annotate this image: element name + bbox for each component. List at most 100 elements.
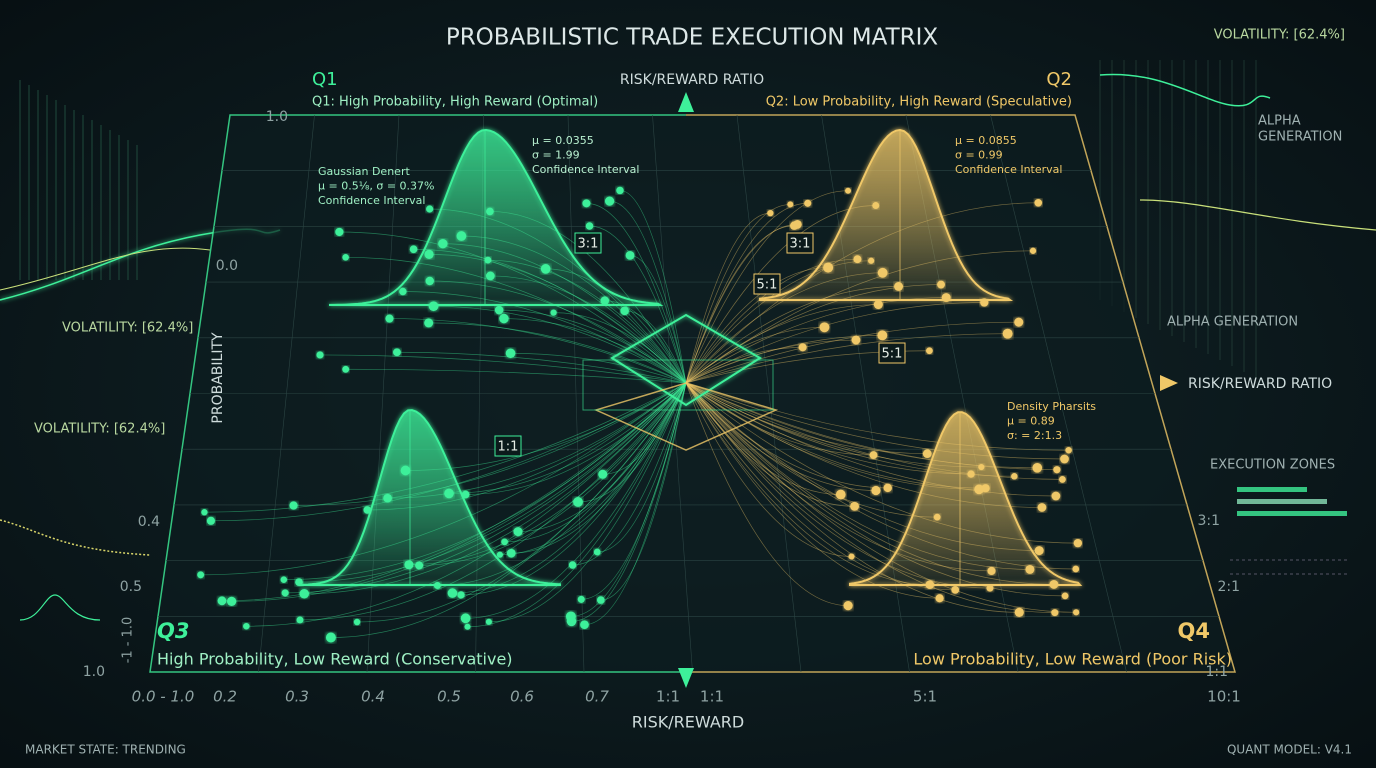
quadrant-id: Q4 [1178, 619, 1210, 643]
dot [456, 231, 467, 241]
plane-grid [990, 114, 1127, 673]
dot [217, 596, 227, 606]
dot [873, 299, 883, 310]
dot [424, 249, 434, 259]
dot [363, 506, 372, 514]
flow-line [553, 312, 687, 384]
ratio-box [786, 232, 814, 254]
y-tick-label: 3:1 [1197, 513, 1220, 529]
panel-curve [1099, 73, 1271, 107]
dot [1011, 473, 1018, 480]
dot [438, 239, 448, 249]
dot [1065, 446, 1072, 454]
dot [226, 596, 237, 607]
axis-arrow [1160, 375, 1178, 391]
dot [871, 485, 881, 496]
axis-label: RISK/REWARD RATIO [620, 72, 764, 88]
x-tick-label: 0.5 [437, 688, 461, 706]
dot [585, 222, 594, 230]
dot [922, 449, 932, 459]
dot [505, 348, 516, 359]
dot [281, 589, 289, 597]
flow-line [387, 382, 687, 499]
footer-text: QUANT MODEL: V4.1 [1227, 743, 1352, 757]
dot [425, 276, 434, 286]
dot [399, 287, 407, 296]
axis-arrow [678, 92, 694, 112]
dot [1073, 538, 1083, 548]
dot [1051, 491, 1061, 501]
flow-line [204, 382, 687, 513]
flow-line [437, 382, 687, 586]
dot [1073, 609, 1080, 616]
dot [767, 209, 774, 217]
flow-line [685, 382, 874, 456]
flow-line [685, 297, 947, 384]
dot [486, 207, 494, 216]
dot [433, 581, 441, 590]
ratio-label: 3:1 [578, 237, 599, 252]
quadrant-label: Q2: Low Probability, High Reward (Specul… [766, 95, 1072, 110]
dot [460, 613, 471, 624]
flow-line [504, 382, 687, 543]
flow-line [685, 202, 808, 384]
flow-line [685, 382, 1066, 597]
flow-line [402, 291, 687, 384]
dot [853, 255, 862, 264]
dot [804, 199, 812, 207]
dot [573, 497, 583, 507]
flow-line [487, 259, 687, 384]
dot [877, 330, 888, 341]
density-curve [759, 128, 1014, 301]
dot [625, 250, 635, 260]
flow-line [586, 202, 687, 384]
flow-line [602, 382, 687, 475]
dot [978, 463, 985, 471]
x-tick-label: 0.4 [361, 688, 385, 706]
dot [580, 620, 589, 630]
dot [987, 566, 996, 576]
flow-line [584, 382, 687, 626]
flow-line [685, 382, 1042, 508]
annotation: σ: = 2:1.3 [1007, 429, 1062, 442]
flow-line [572, 382, 687, 566]
volatility: VOLATILITY: [62.4%] [62, 321, 193, 336]
dot [582, 199, 591, 208]
dot [981, 484, 990, 493]
dot [877, 267, 888, 278]
panel-curve [0, 519, 151, 556]
x-tick-label: 0.0 - 1.0 [132, 688, 195, 706]
quadrant-id: Q2 [1046, 69, 1072, 90]
panel-title: EXECUTION ZONES [1210, 458, 1335, 473]
dot [925, 580, 935, 589]
dot [409, 245, 418, 254]
dot [464, 623, 471, 630]
x-tick-label: 0.2 [213, 688, 237, 706]
flow-line [685, 204, 791, 384]
flow-line [345, 256, 687, 384]
annotation: μ = 0.5⅛, σ = 0.37% [318, 180, 434, 193]
flow-line [419, 382, 687, 566]
y-tick-label: 1.0 [266, 109, 288, 125]
flow-line [604, 300, 687, 384]
panel-title: ALPHA [1258, 114, 1301, 129]
quadrant-id: Q1 [312, 69, 338, 90]
dot [872, 202, 880, 209]
flow-line [405, 382, 687, 471]
dot [568, 561, 577, 569]
ratio-label: 3:1 [790, 237, 811, 252]
flow-line [442, 243, 687, 384]
dot [415, 561, 424, 570]
flow-line [465, 382, 687, 619]
density-curve [329, 129, 664, 306]
dot [385, 314, 394, 323]
flow-line [685, 382, 1077, 613]
volatility: VOLATILITY: [62.4%] [34, 422, 165, 437]
dot [353, 618, 361, 626]
dot [496, 551, 503, 558]
annotation: Confidence Interval [318, 194, 425, 207]
dot [937, 280, 945, 289]
annotation: σ = 0.99 [955, 149, 1003, 162]
dot [299, 588, 310, 599]
flow-line [357, 382, 687, 623]
